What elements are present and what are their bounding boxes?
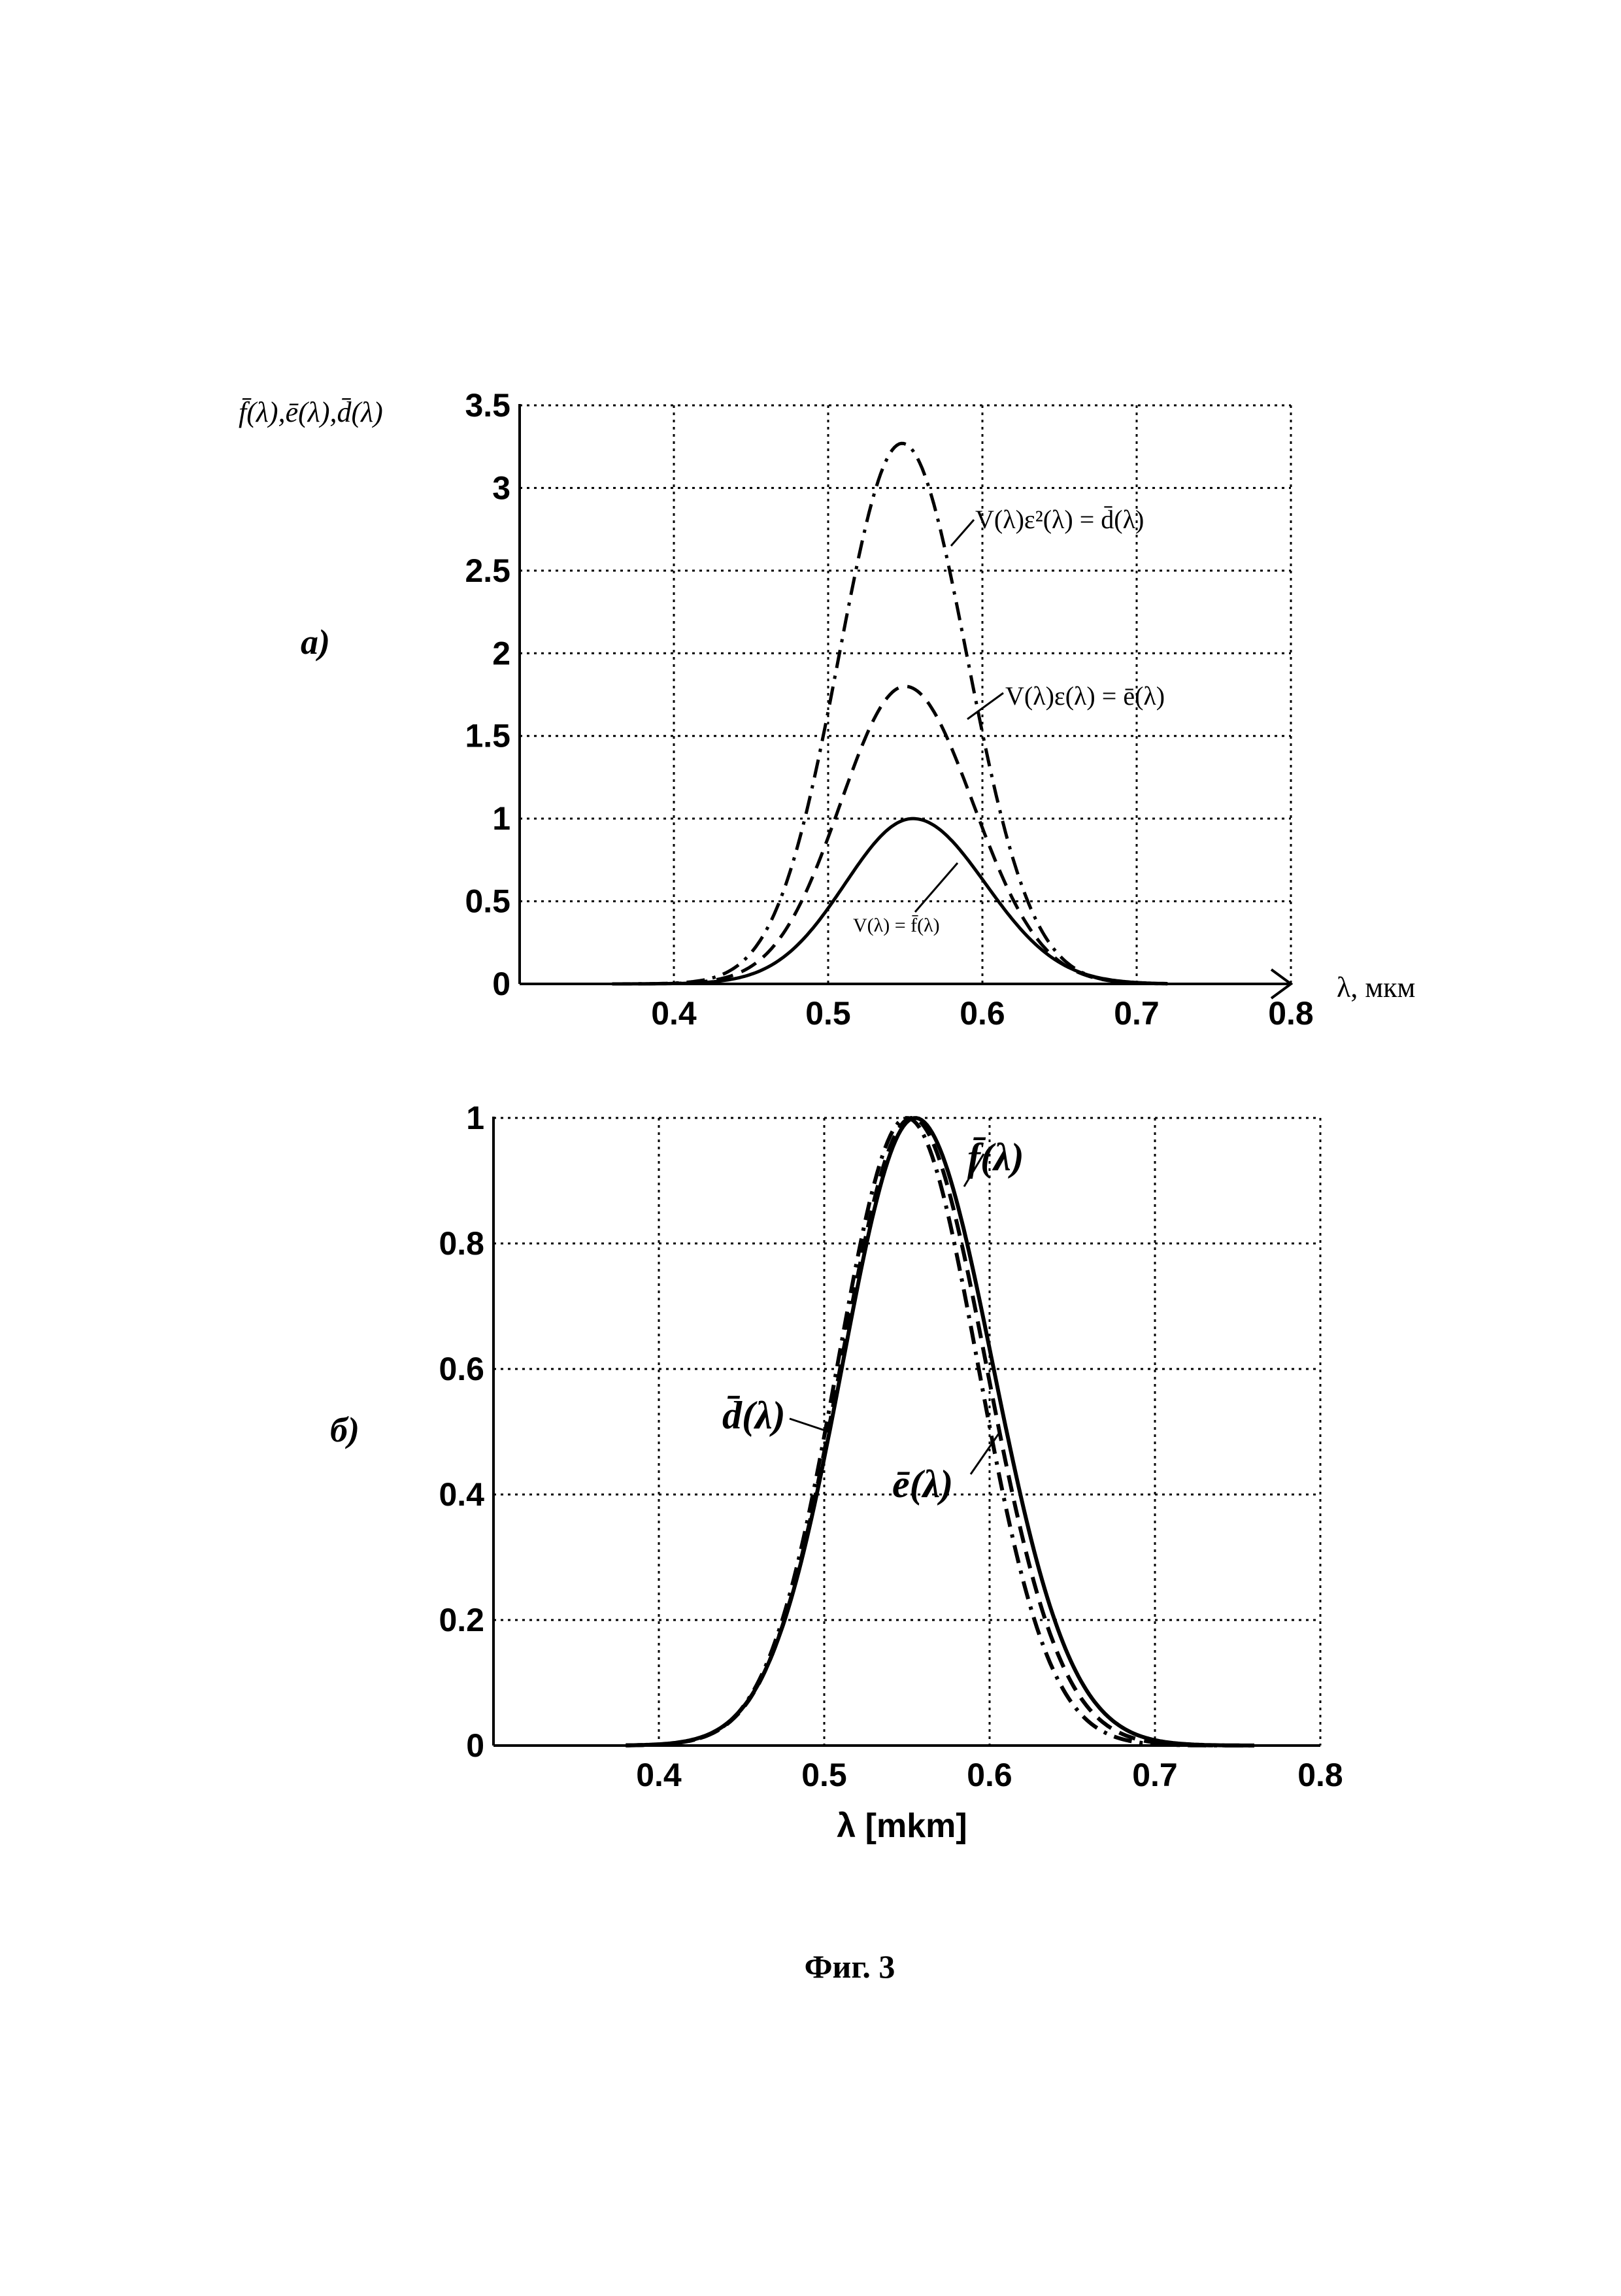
chart-a-x-axis-label: λ, мкм <box>1337 971 1415 1004</box>
chart-b-x-tick-0: 0.4 <box>636 1757 682 1793</box>
chart-b-series-dashed <box>626 1118 1254 1746</box>
chart-a-x-tick-0: 0.4 <box>651 995 697 1032</box>
chart-b-x-tick-3: 0.7 <box>1132 1757 1178 1793</box>
chart-a-annotation-leader-d <box>951 520 974 546</box>
chart-a-y-tick-0: 0 <box>492 966 510 1002</box>
chart-a: 0.4 0.5 0.6 0.7 0.8 0 0.5 1 1.5 2 2.5 3 3.5 а) f̄(λ… <box>239 387 1415 1032</box>
chart-a-annotation-leader-f <box>915 863 958 912</box>
chart-a-x-tick-labels: 0.4 0.5 0.6 0.7 0.8 <box>651 995 1314 1032</box>
chart-b-series <box>626 1118 1254 1746</box>
chart-a-y-tick-labels: 0 0.5 1 1.5 2 2.5 3 3.5 <box>465 387 510 1002</box>
chart-a-annotation-leader-e <box>967 693 1003 719</box>
chart-a-y-tick-4: 2 <box>492 635 510 671</box>
chart-b-series-solid <box>626 1118 1254 1746</box>
chart-b-annotation-e: ē(λ) <box>892 1462 953 1506</box>
chart-a-x-tick-2: 0.6 <box>960 995 1005 1032</box>
chart-b-y-tick-4: 0.8 <box>439 1225 484 1262</box>
chart-a-grid <box>520 405 1291 984</box>
chart-a-annotation-e: V(λ)ε(λ) = ē(λ) <box>1005 681 1165 711</box>
chart-a-panel-label: а) <box>301 622 330 662</box>
chart-b-panel-label: б) <box>330 1410 359 1449</box>
chart-b-y-tick-labels: 0 0.2 0.4 0.6 0.8 1 <box>439 1100 484 1764</box>
chart-a-x-tick-4: 0.8 <box>1268 995 1314 1032</box>
chart-b-series-dashdot <box>626 1118 1254 1746</box>
chart-a-y-tick-6: 3 <box>492 469 510 506</box>
chart-a-y-tick-2: 1 <box>492 800 510 837</box>
chart-a-axes <box>520 404 1291 998</box>
chart-b-annotation-f: f̄(λ) <box>967 1136 1024 1179</box>
chart-b-y-tick-3: 0.6 <box>439 1351 484 1387</box>
chart-a-y-tick-3: 1.5 <box>465 718 510 754</box>
chart-b-x-axis-label: λ [mkm] <box>837 1807 967 1845</box>
chart-a-y-tick-5: 2.5 <box>465 552 510 589</box>
chart-a-y-axis-label: f̄(λ),ē(λ),d̄(λ) <box>239 396 383 428</box>
chart-b-annotation-d: d̄(λ) <box>722 1394 786 1437</box>
chart-a-annotation-d: V(λ)ε²(λ) = d̄(λ) <box>975 505 1144 534</box>
chart-b-x-tick-labels: 0.4 0.5 0.6 0.7 0.8 <box>636 1757 1343 1793</box>
chart-b-x-tick-2: 0.6 <box>967 1757 1012 1793</box>
chart-a-y-tick-7: 3.5 <box>465 387 510 424</box>
chart-b-annotation-leader-d <box>790 1419 825 1430</box>
chart-b-y-tick-0: 0 <box>466 1727 484 1764</box>
chart-b-y-tick-5: 1 <box>466 1100 484 1136</box>
chart-a-annotation-f: V(λ) = f̄(λ) <box>853 915 940 936</box>
chart-b-x-tick-1: 0.5 <box>801 1757 847 1793</box>
chart-a-series-solid <box>612 819 1168 984</box>
chart-b-axes <box>493 1117 1320 1746</box>
chart-b-y-tick-2: 0.4 <box>439 1476 484 1513</box>
chart-a-x-tick-1: 0.5 <box>805 995 851 1032</box>
chart-b-x-tick-4: 0.8 <box>1297 1757 1343 1793</box>
chart-b-y-tick-1: 0.2 <box>439 1602 484 1638</box>
figure-caption: Фиг. 3 <box>805 1948 895 1985</box>
chart-a-x-tick-3: 0.7 <box>1114 995 1160 1032</box>
chart-a-y-tick-1: 0.5 <box>465 883 510 920</box>
chart-a-series-dashed <box>612 686 1168 984</box>
chart-b-grid <box>493 1118 1320 1746</box>
chart-b: 0.4 0.5 0.6 0.7 0.8 0 0.2 0.4 0.6 0.8 1 б) λ [mkm… <box>330 1100 1343 1845</box>
